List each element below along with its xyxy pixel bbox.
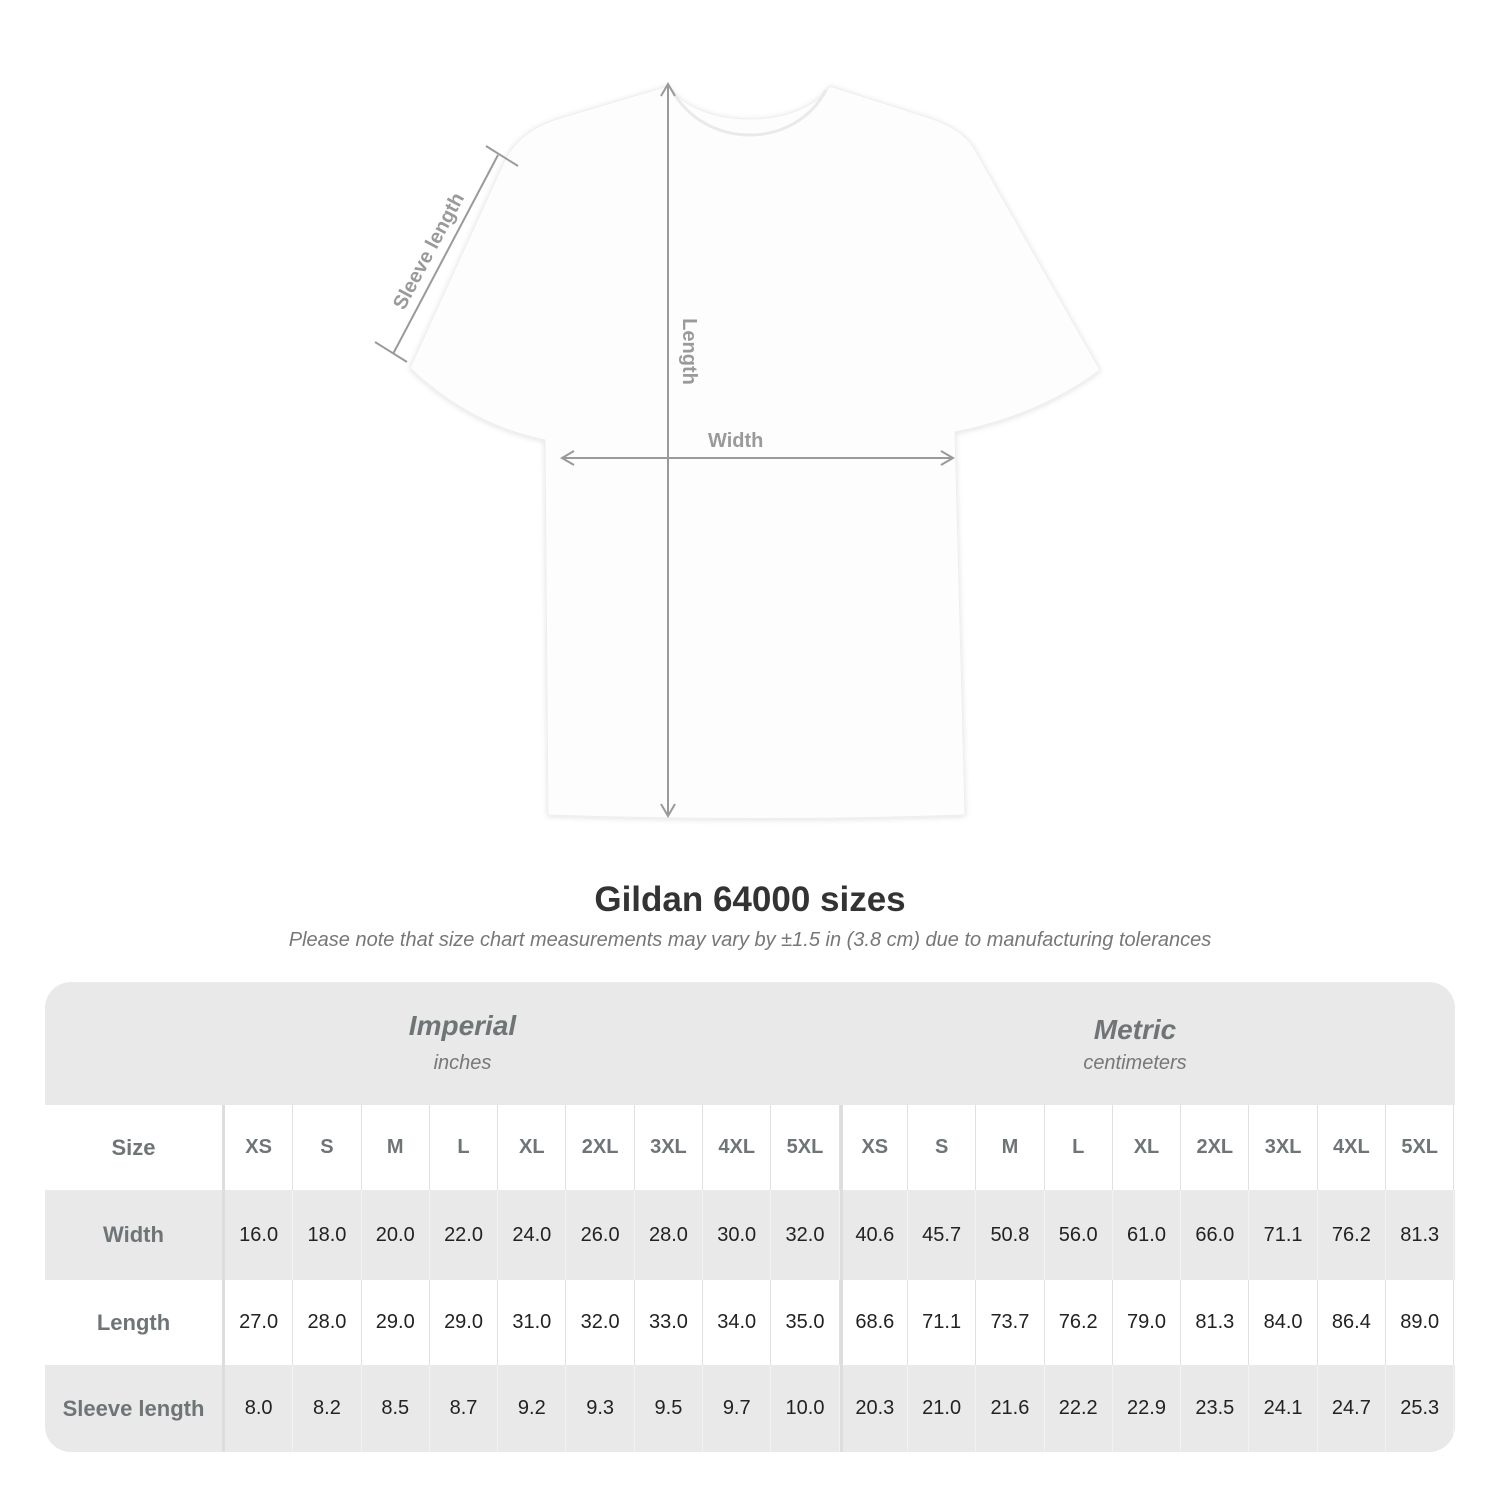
- metric-title: Metric: [1093, 1014, 1177, 1045]
- size-header-imperial: 4XL: [703, 1105, 772, 1190]
- width-arrow: [560, 450, 955, 466]
- cell-metric: 73.7: [976, 1280, 1045, 1365]
- cell-imperial: 9.3: [566, 1365, 635, 1452]
- size-header-metric: 5XL: [1386, 1105, 1455, 1190]
- row-label: Size: [45, 1105, 225, 1190]
- imperial-title: Imperial: [408, 1010, 517, 1041]
- size-header-metric: M: [976, 1105, 1045, 1190]
- cell-metric: 45.7: [908, 1190, 977, 1280]
- cell-metric: 81.3: [1181, 1280, 1250, 1365]
- cell-metric: 24.7: [1318, 1365, 1387, 1452]
- size-header-row: Size XS S M L XL 2XL 3XL 4XL 5XL XS S M L XL 2XL 3XL 4XL 5…: [45, 1105, 1455, 1190]
- cell-metric: 22.9: [1113, 1365, 1182, 1452]
- cell-metric: 86.4: [1318, 1280, 1387, 1365]
- row-label: Width: [45, 1190, 225, 1280]
- size-header-metric: S: [908, 1105, 977, 1190]
- size-header-imperial: XL: [498, 1105, 567, 1190]
- cell-metric: 22.2: [1045, 1365, 1113, 1452]
- cell-metric: 24.1: [1249, 1365, 1318, 1452]
- cell-imperial: 34.0: [703, 1280, 772, 1365]
- cell-imperial: 10.0: [771, 1365, 840, 1452]
- cell-imperial: 27.0: [225, 1280, 294, 1365]
- cell-metric: 76.2: [1318, 1190, 1387, 1280]
- cell-metric: 21.0: [908, 1365, 977, 1452]
- cell-metric: 89.0: [1386, 1280, 1455, 1365]
- size-header-metric: L: [1045, 1105, 1113, 1190]
- size-header-imperial: M: [362, 1105, 430, 1190]
- size-header-imperial: S: [293, 1105, 362, 1190]
- tolerance-note: Please note that size chart measurements…: [288, 929, 1212, 951]
- page-title: Gildan 64000 sizes: [594, 880, 906, 919]
- cell-imperial: 9.5: [635, 1365, 704, 1452]
- cell-imperial: 32.0: [771, 1190, 840, 1280]
- cell-imperial: 33.0: [635, 1280, 704, 1365]
- size-header-metric: XL: [1113, 1105, 1182, 1190]
- row-label: Length: [45, 1280, 225, 1365]
- tshirt-diagram: [374, 82, 1101, 819]
- size-header-imperial: XS: [225, 1105, 294, 1190]
- length-arrow: [660, 82, 676, 818]
- cell-imperial: 30.0: [703, 1190, 772, 1280]
- cell-metric: 66.0: [1181, 1190, 1250, 1280]
- cell-metric: 20.3: [839, 1365, 908, 1452]
- cell-imperial: 24.0: [498, 1190, 567, 1280]
- cell-imperial: 31.0: [498, 1280, 567, 1365]
- metric-header: Metric centimeters: [840, 982, 1430, 1105]
- size-header-imperial: 3XL: [635, 1105, 704, 1190]
- row-label: Sleeve length: [45, 1365, 225, 1452]
- size-header-metric: XS: [839, 1105, 908, 1190]
- cell-metric: 50.8: [976, 1190, 1045, 1280]
- cell-imperial: 28.0: [635, 1190, 704, 1280]
- cell-imperial: 26.0: [566, 1190, 635, 1280]
- cell-imperial: 29.0: [430, 1280, 499, 1365]
- tshirt-illustration: [409, 85, 1101, 819]
- cell-imperial: 35.0: [771, 1280, 840, 1365]
- cell-imperial: 9.2: [498, 1365, 567, 1452]
- size-header-imperial: 2XL: [566, 1105, 635, 1190]
- size-header-metric: 2XL: [1181, 1105, 1250, 1190]
- imperial-header: Imperial inches: [225, 982, 700, 1105]
- cell-metric: 23.5: [1181, 1365, 1250, 1452]
- cell-metric: 25.3: [1386, 1365, 1455, 1452]
- size-header-imperial: 5XL: [771, 1105, 840, 1190]
- cell-metric: 81.3: [1386, 1190, 1455, 1280]
- cell-imperial: 32.0: [566, 1280, 635, 1365]
- cell-metric: 40.6: [839, 1190, 908, 1280]
- cell-metric: 84.0: [1249, 1280, 1318, 1365]
- size-header-metric: 4XL: [1318, 1105, 1387, 1190]
- metric-unit: centimeters: [1083, 1052, 1187, 1074]
- table-row: Sleeve length 8.0 8.2 8.5 8.7 9.2 9.3 9.5 9.7 10.…: [45, 1365, 1455, 1452]
- cell-imperial: 8.2: [293, 1365, 362, 1452]
- size-table: Imperial inches Metric centimeters Size X…: [45, 982, 1455, 1452]
- cell-imperial: 18.0: [293, 1190, 362, 1280]
- cell-metric: 76.2: [1045, 1280, 1113, 1365]
- imperial-unit: inches: [433, 1052, 492, 1074]
- cell-metric: 71.1: [908, 1280, 977, 1365]
- cell-imperial: 29.0: [362, 1280, 430, 1365]
- table-row: Length 27.0 28.0 29.0 29.0 31.0 32.0 33.0 34.0 35…: [45, 1280, 1455, 1365]
- cell-metric: 56.0: [1045, 1190, 1113, 1280]
- cell-metric: 79.0: [1113, 1280, 1182, 1365]
- cell-metric: 21.6: [976, 1365, 1045, 1452]
- cell-metric: 71.1: [1249, 1190, 1318, 1280]
- size-header-metric: 3XL: [1249, 1105, 1318, 1190]
- sleeve-length-arrow: [374, 145, 519, 363]
- cell-imperial: 28.0: [293, 1280, 362, 1365]
- cell-metric: 61.0: [1113, 1190, 1182, 1280]
- length-label: Length: [677, 318, 700, 385]
- cell-imperial: 20.0: [362, 1190, 430, 1280]
- size-header-imperial: L: [430, 1105, 499, 1190]
- table-row: Width 16.0 18.0 20.0 22.0 24.0 26.0 28.0 30.0 32.…: [45, 1190, 1455, 1280]
- cell-metric: 68.6: [839, 1280, 908, 1365]
- cell-imperial: 8.7: [430, 1365, 499, 1452]
- width-label: Width: [708, 430, 764, 452]
- cell-imperial: 16.0: [225, 1190, 294, 1280]
- cell-imperial: 8.5: [362, 1365, 430, 1452]
- cell-imperial: 9.7: [703, 1365, 772, 1452]
- cell-imperial: 8.0: [225, 1365, 294, 1452]
- cell-imperial: 22.0: [430, 1190, 499, 1280]
